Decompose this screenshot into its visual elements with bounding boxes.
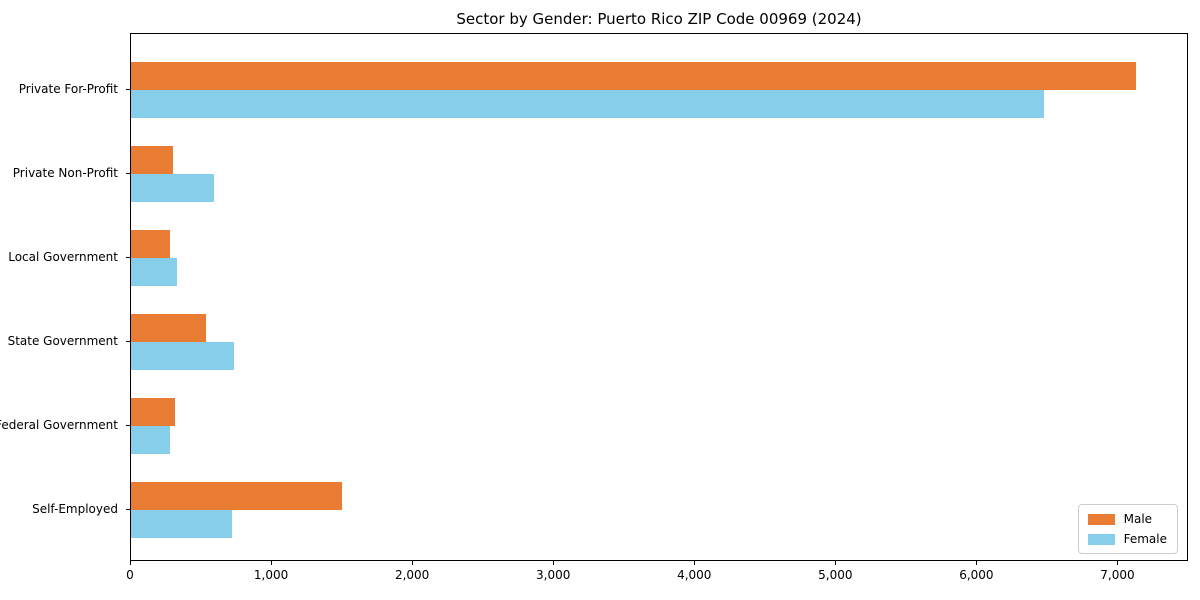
bar-female-3 [131,342,235,370]
chart-title: Sector by Gender: Puerto Rico ZIP Code 0… [456,10,862,28]
x-tick-label: 1,000 [253,568,289,582]
y-tick-mark [126,89,130,90]
legend-entry-female: Female [1087,532,1167,546]
legend-label: Female [1123,532,1167,546]
bar-female-1 [131,174,215,202]
x-tick-label: 3,000 [536,568,571,582]
x-tick-mark [694,561,696,565]
x-tick-mark [835,561,837,565]
x-tick-mark [553,561,555,565]
y-tick-label: Self-Employed [32,502,118,516]
x-tick-label: 5,000 [818,568,853,582]
bar-female-0 [131,90,1045,118]
legend-swatch-male [1087,513,1115,525]
legend-entry-male: Male [1087,512,1167,526]
y-tick-mark [126,257,130,258]
bar-male-4 [131,398,175,426]
bar-male-2 [131,230,170,258]
y-tick-label: Private For-Profit [18,82,118,96]
x-tick-label: 6,000 [959,568,994,582]
plot-area: Male Female [130,33,1188,561]
x-tick-label: 2,000 [394,568,430,582]
bar-female-2 [131,258,177,286]
x-tick-mark [130,561,131,565]
bar-male-0 [131,62,1137,90]
bar-female-4 [131,426,171,454]
y-tick-label: Local Government [8,250,118,264]
y-tick-mark [126,509,130,510]
legend-swatch-female [1087,533,1115,545]
bar-male-5 [131,482,343,510]
y-tick-mark [126,173,130,174]
bar-female-5 [131,510,233,538]
x-tick-mark [976,561,978,565]
x-tick-mark [412,561,414,565]
y-tick-label: Federal Government [0,418,118,432]
y-tick-label: Private Non-Profit [12,166,118,180]
y-tick-mark [126,425,130,426]
legend-label: Male [1123,512,1153,526]
x-tick-label: 0 [126,568,134,582]
x-tick-mark [1117,561,1119,565]
y-tick-mark [126,341,130,342]
x-tick-mark [271,561,273,565]
y-tick-label: State Government [7,334,118,348]
x-tick-label: 7,000 [1100,568,1135,582]
x-tick-label: 4,000 [677,568,712,582]
bar-male-1 [131,146,173,174]
bar-male-3 [131,314,206,342]
legend: Male Female [1077,504,1178,554]
